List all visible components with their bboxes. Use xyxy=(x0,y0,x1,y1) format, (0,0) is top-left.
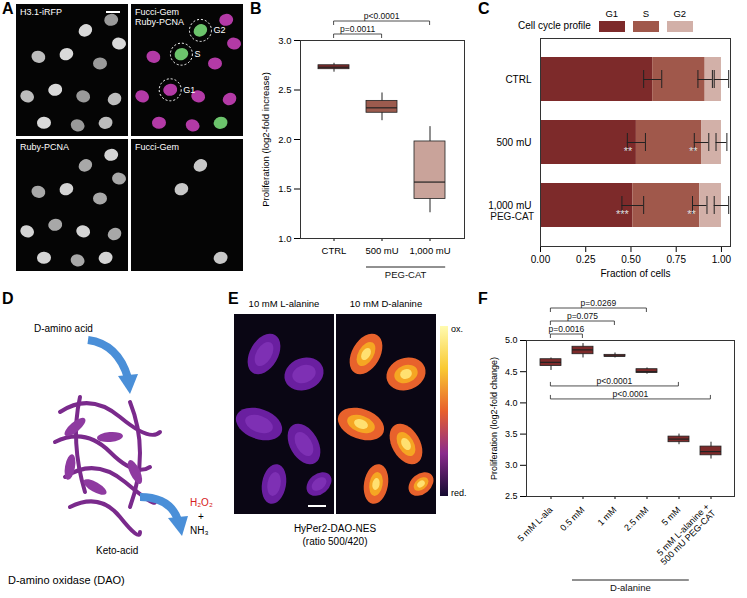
svg-text:Ruby-PCNA: Ruby-PCNA xyxy=(20,142,69,152)
svg-text:p<0.0001: p<0.0001 xyxy=(364,11,400,21)
html-text:Cell cycle profile: Cell cycle profile xyxy=(518,20,591,31)
svg-text:2.5: 2.5 xyxy=(505,491,518,501)
svg-text:1,000 mU: 1,000 mU xyxy=(409,245,450,256)
html-text:F: F xyxy=(478,290,488,307)
svg-text:2.0: 2.0 xyxy=(278,134,291,145)
svg-text:red.: red. xyxy=(451,488,467,498)
svg-text:p=0.0016: p=0.0016 xyxy=(549,324,585,334)
svg-text:500 mU: 500 mU xyxy=(496,137,531,148)
svg-text:10 mM L-alanine: 10 mM L-alanine xyxy=(249,298,320,309)
svg-text:D-amino oxidase (DAO): D-amino oxidase (DAO) xyxy=(8,574,125,586)
svg-text:H₂O₂: H₂O₂ xyxy=(190,497,213,508)
svg-text:Keto-acid: Keto-acid xyxy=(96,545,138,556)
svg-text:Proliferation (log2-fold chang: Proliferation (log2-fold change) xyxy=(489,357,499,480)
svg-text:Fraction of cells: Fraction of cells xyxy=(600,268,670,279)
svg-text:10 mM D-alanine: 10 mM D-alanine xyxy=(350,298,422,309)
svg-text:5.0: 5.0 xyxy=(505,335,518,345)
svg-text:PEG-CAT: PEG-CAT xyxy=(385,269,427,280)
svg-text:Fucci-Gem: Fucci-Gem xyxy=(135,142,179,152)
svg-text:4.5: 4.5 xyxy=(505,367,518,377)
html-text:A: A xyxy=(2,0,14,17)
html-text:G2: G2 xyxy=(673,8,687,19)
svg-text:3.0: 3.0 xyxy=(278,35,291,46)
html-text:D: D xyxy=(2,290,14,307)
svg-text:5 mM L-ala: 5 mM L-ala xyxy=(516,505,555,544)
svg-text:5 mM: 5 mM xyxy=(659,505,682,528)
svg-text:Fucci-Gem: Fucci-Gem xyxy=(135,7,179,17)
svg-text:3.5: 3.5 xyxy=(505,429,518,439)
svg-text:500 mU: 500 mU xyxy=(365,245,398,256)
svg-text:2.5 mM: 2.5 mM xyxy=(622,505,650,533)
svg-text:**: ** xyxy=(687,208,696,220)
svg-text:4.0: 4.0 xyxy=(505,398,518,408)
svg-text:Proliferation (log2-fold incre: Proliferation (log2-fold increase) xyxy=(260,72,271,207)
html-text:S: S xyxy=(642,8,649,19)
svg-text:PEG-CAT: PEG-CAT xyxy=(490,211,534,222)
svg-text:1.0: 1.0 xyxy=(278,233,291,244)
html-text:G1: G1 xyxy=(605,8,619,19)
svg-text:D-amino acid: D-amino acid xyxy=(34,323,93,334)
svg-text:**: ** xyxy=(624,145,633,157)
svg-text:0.75: 0.75 xyxy=(666,254,686,265)
svg-text:0.00: 0.00 xyxy=(531,254,551,265)
svg-text:0.25: 0.25 xyxy=(576,254,596,265)
svg-text:CTRL: CTRL xyxy=(322,245,347,256)
svg-text:G2: G2 xyxy=(213,25,225,35)
svg-text:ox.: ox. xyxy=(451,324,463,334)
svg-text:G1: G1 xyxy=(183,85,195,95)
svg-text:Ruby-PCNA: Ruby-PCNA xyxy=(135,17,184,27)
svg-text:D-alanine: D-alanine xyxy=(610,582,651,593)
svg-text:CTRL: CTRL xyxy=(505,74,532,85)
svg-text:S: S xyxy=(194,49,200,59)
svg-text:0.5 mM: 0.5 mM xyxy=(558,505,586,533)
svg-text:1.00: 1.00 xyxy=(712,254,732,265)
svg-text:1.5: 1.5 xyxy=(278,183,291,194)
svg-text:NH₃: NH₃ xyxy=(190,525,209,536)
svg-text:H3.1-iRFP: H3.1-iRFP xyxy=(20,7,62,17)
svg-text:p<0.0001: p<0.0001 xyxy=(613,389,649,399)
svg-text:3.0: 3.0 xyxy=(505,460,518,470)
svg-text:p=0.0269: p=0.0269 xyxy=(581,298,617,308)
svg-text:0.50: 0.50 xyxy=(621,254,641,265)
svg-text:1,000 mU: 1,000 mU xyxy=(488,200,531,211)
svg-text:***: *** xyxy=(616,208,630,220)
html-text:C: C xyxy=(478,0,490,17)
svg-text:p<0.0001: p<0.0001 xyxy=(597,376,633,386)
svg-text:p=0.075: p=0.075 xyxy=(567,311,598,321)
svg-text:2.5: 2.5 xyxy=(278,84,291,95)
svg-text:(ratio 500/420): (ratio 500/420) xyxy=(302,536,367,547)
html-text:E: E xyxy=(228,290,239,307)
html-text:B: B xyxy=(250,0,262,17)
svg-text:+: + xyxy=(198,511,204,522)
svg-text:1 mM: 1 mM xyxy=(595,505,618,528)
svg-text:5 mM L-alanine +500 mU PEG-CAT: 5 mM L-alanine +500 mU PEG-CAT xyxy=(652,501,718,567)
svg-text:p=0.0011: p=0.0011 xyxy=(340,24,375,34)
svg-text:**: ** xyxy=(689,145,698,157)
svg-text:HyPer2-DAO-NES: HyPer2-DAO-NES xyxy=(294,523,377,534)
